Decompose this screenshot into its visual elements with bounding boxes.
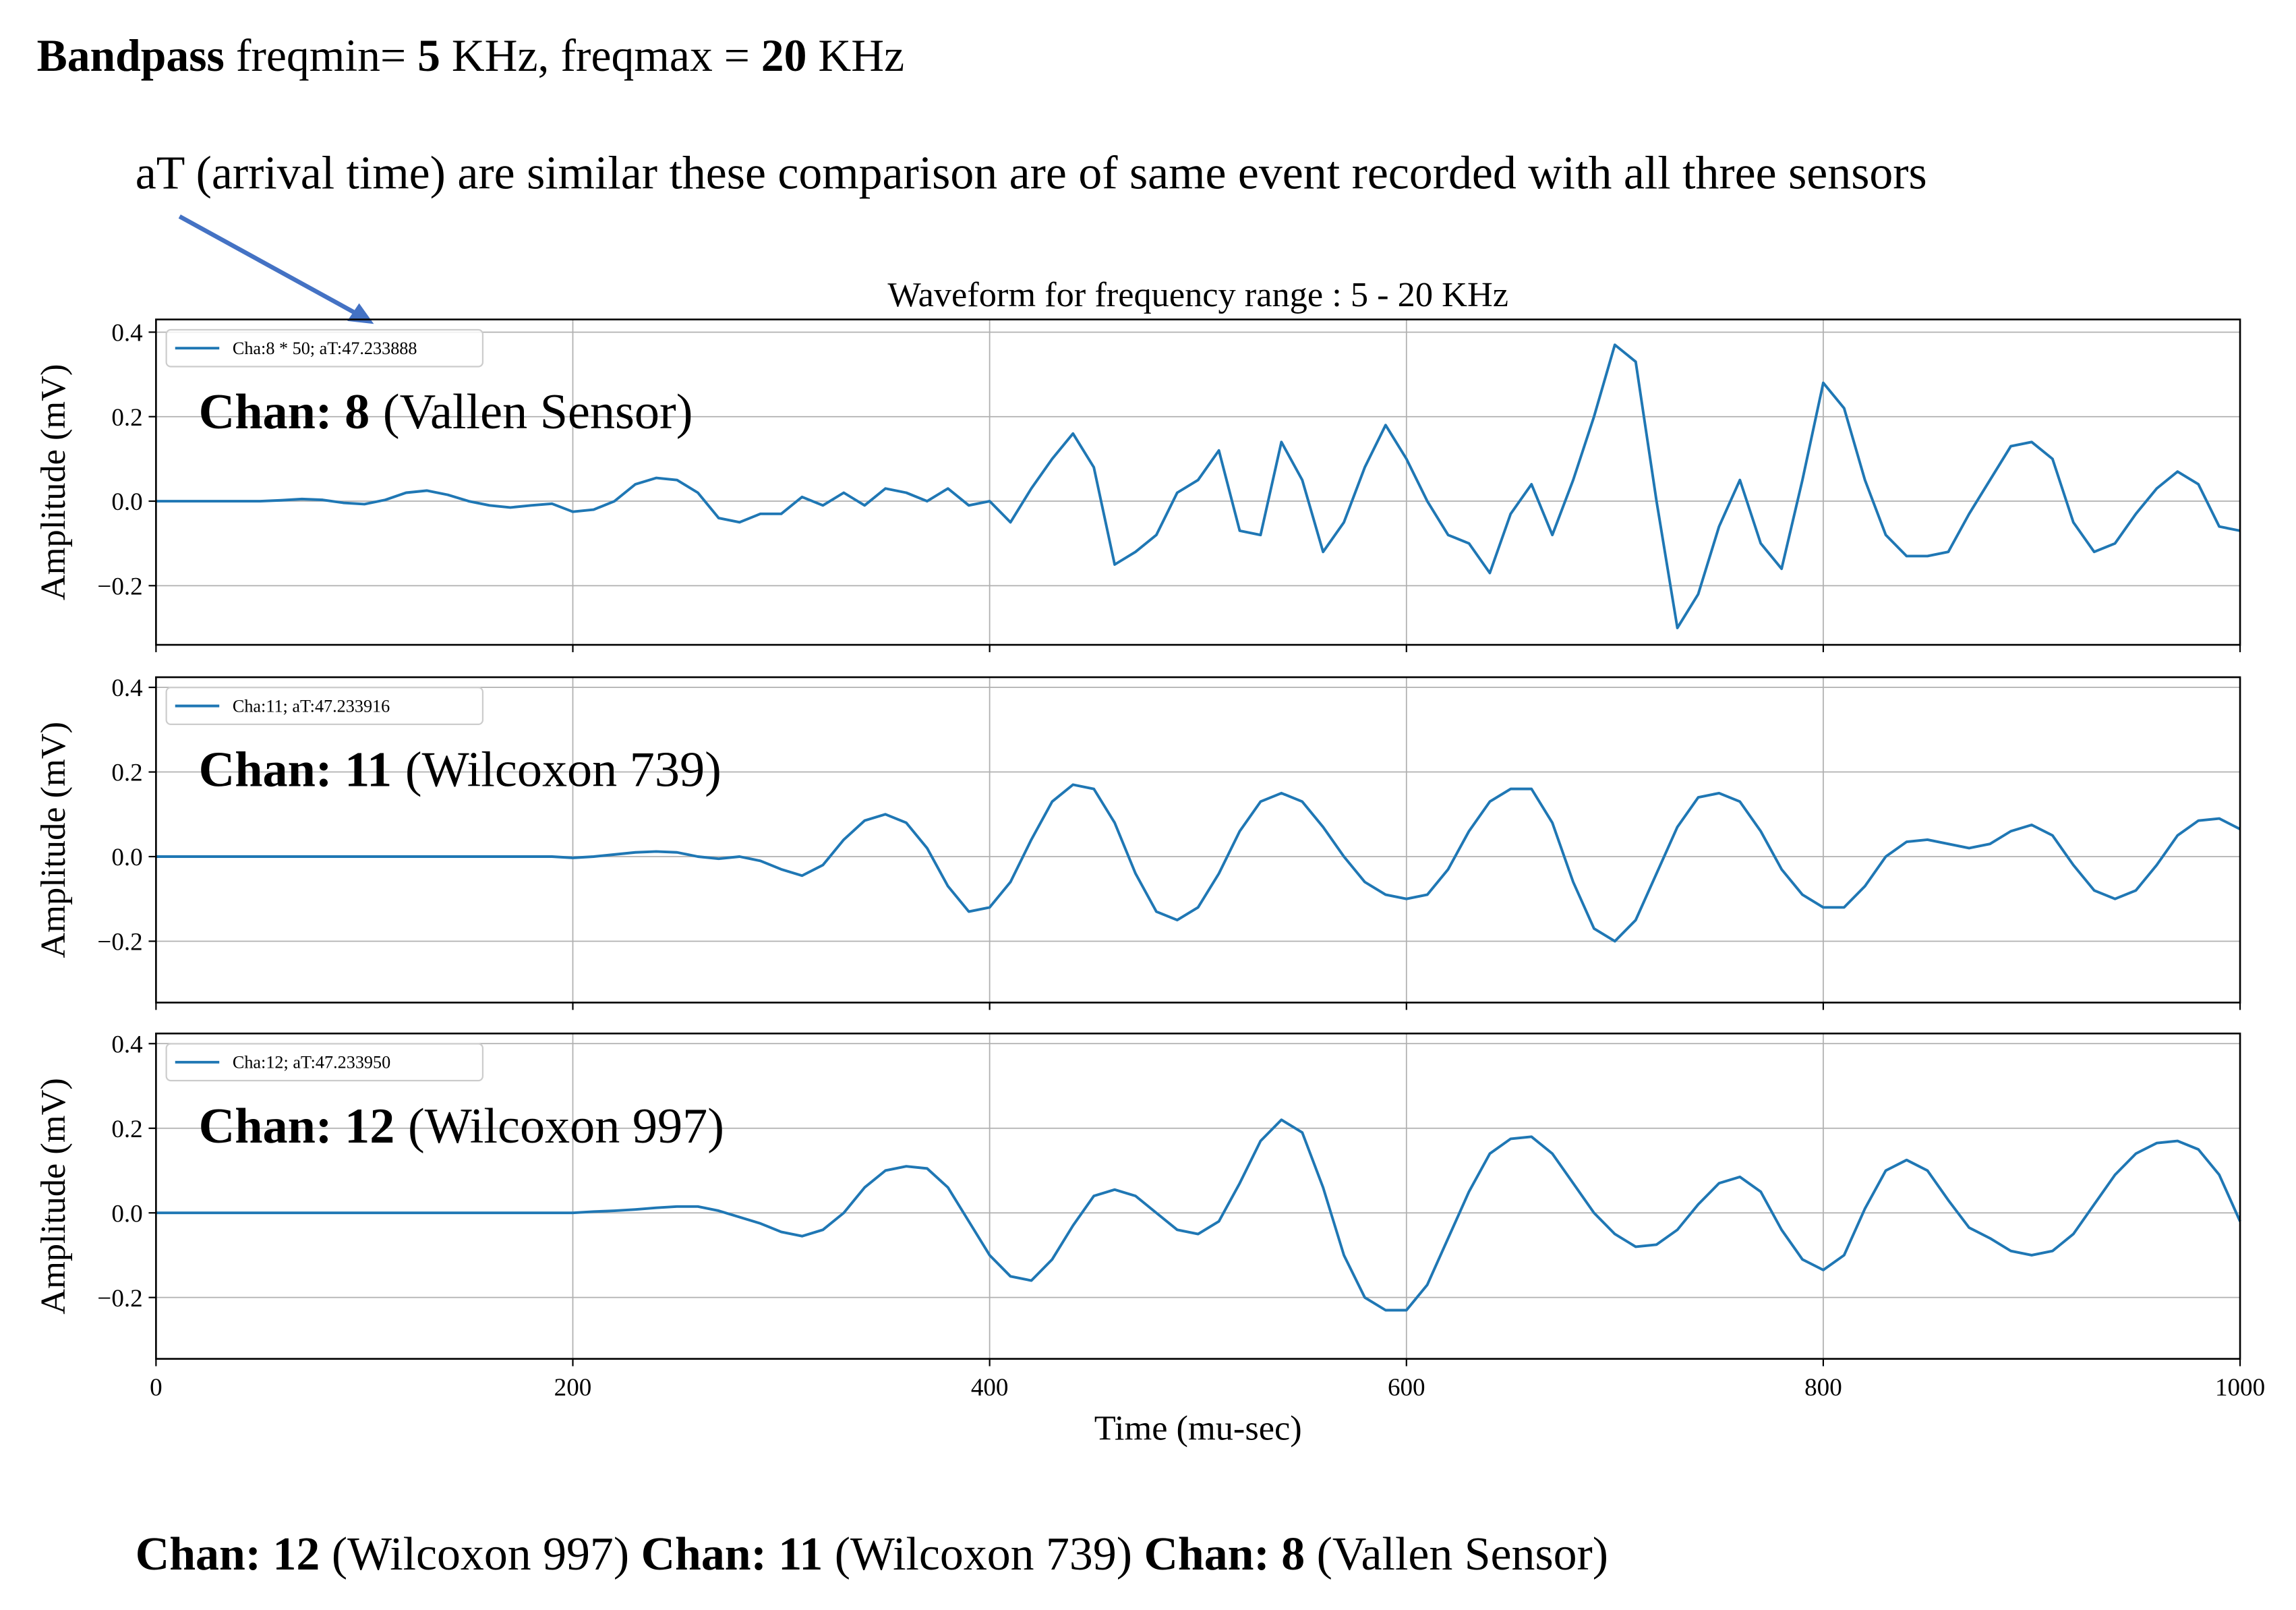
x-axis-label: Time (mu-sec) <box>1094 1409 1302 1448</box>
legend-label: Cha:12; aT:47.233950 <box>233 1053 390 1072</box>
footer-part: (Wilcoxon 739) <box>835 1528 1132 1580</box>
legend-box <box>165 687 484 725</box>
header-part: KHz <box>818 30 904 81</box>
y-tick-label: 0.0 <box>111 1200 142 1228</box>
waveform <box>156 783 2241 943</box>
y-axis-label: Amplitude (mV) <box>34 1078 73 1315</box>
axes-frame <box>155 676 2241 1004</box>
footer-part: Chan: 8 <box>1144 1528 1305 1580</box>
y-tick-label: 0.0 <box>111 488 142 516</box>
footer-part: (Wilcoxon 997) <box>332 1528 629 1580</box>
y-tick-label: −0.2 <box>97 573 142 600</box>
header-part: freqmin= <box>236 30 406 81</box>
legend-box <box>165 1043 484 1082</box>
axes-frame <box>155 318 2241 646</box>
channel-annotation: Chan: 12 (Wilcoxon 997) <box>199 1099 724 1154</box>
legend-label: Cha:11; aT:47.233916 <box>233 696 390 716</box>
legend-label: Cha:8 * 50; aT:47.233888 <box>233 339 417 358</box>
y-tick-label: −0.2 <box>97 1285 142 1313</box>
y-tick-label: 0.2 <box>111 759 142 787</box>
x-tick-label: 1000 <box>2215 1374 2265 1402</box>
note: aT (arrival time) are similar these comp… <box>136 147 1927 199</box>
channel-annotation: Chan: 8 (Vallen Sensor) <box>199 384 693 440</box>
legend-box <box>165 328 484 368</box>
x-tick-label: 600 <box>1388 1374 1425 1402</box>
annotation-channel: Chan: 8 <box>199 384 370 440</box>
y-axis-label: Amplitude (mV) <box>34 722 73 958</box>
arrow <box>178 214 361 317</box>
header-part: 5 <box>417 30 440 81</box>
annotation-channel: Chan: 12 <box>199 1099 395 1154</box>
waveform <box>156 1118 2241 1312</box>
annotation-channel: Chan: 11 <box>199 743 392 798</box>
header-part: KHz, freqmax = <box>452 30 750 81</box>
y-tick-label: 0.0 <box>111 844 142 871</box>
bandpass-header: Bandpass freqmin= 5 KHz, freqmax = 20 KH… <box>37 30 905 81</box>
axes-frame <box>155 1032 2241 1360</box>
chart-title: Waveform for frequency range : 5 - 20 KH… <box>887 275 1508 314</box>
waveform <box>156 343 2241 629</box>
y-tick-label: 0.4 <box>111 320 142 347</box>
annotation-sensor: (Wilcoxon 739) <box>405 743 722 798</box>
footer-part: Chan: 12 <box>136 1528 320 1580</box>
channel-annotation: Chan: 11 (Wilcoxon 739) <box>199 743 722 798</box>
y-axis-label: Amplitude (mV) <box>34 364 73 601</box>
y-tick-label: 0.4 <box>111 674 142 702</box>
footer: Chan: 12 (Wilcoxon 997) Chan: 11 (Wilcox… <box>136 1528 1608 1580</box>
header-part: Bandpass <box>37 30 225 81</box>
x-tick-label: 0 <box>150 1374 163 1402</box>
y-tick-label: 0.4 <box>111 1031 142 1058</box>
annotation-sensor: (Wilcoxon 997) <box>408 1099 724 1154</box>
y-tick-label: 0.2 <box>111 404 142 432</box>
x-tick-label: 200 <box>554 1374 592 1402</box>
plots: −0.2 0.0 0.2 0.4 Amplitude (mV) Waveform for … <box>34 275 2265 1448</box>
y-tick-label: −0.2 <box>97 929 142 956</box>
footer-part: Chan: 11 <box>641 1528 823 1580</box>
header-part: 20 <box>761 30 807 81</box>
y-tick-label: 0.2 <box>111 1116 142 1143</box>
footer-part: (Vallen Sensor) <box>1317 1528 1608 1580</box>
annotation-sensor: (Vallen Sensor) <box>383 384 693 440</box>
x-tick-label: 800 <box>1804 1374 1842 1402</box>
x-tick-label: 400 <box>971 1374 1009 1402</box>
